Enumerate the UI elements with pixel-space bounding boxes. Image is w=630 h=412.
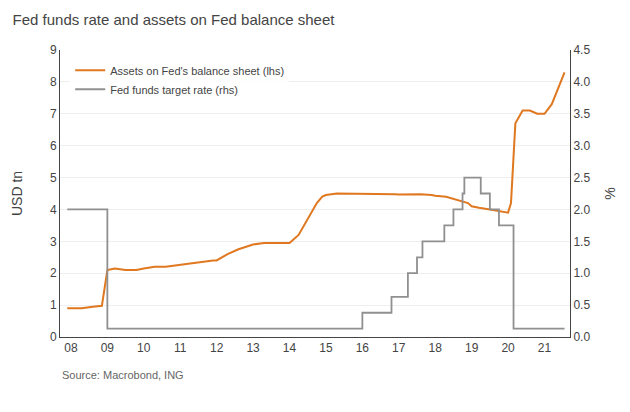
svg-text:17: 17	[392, 341, 406, 355]
svg-text:09: 09	[101, 341, 115, 355]
svg-text:%: %	[602, 187, 618, 199]
svg-text:4.0: 4.0	[573, 75, 590, 89]
svg-text:0.5: 0.5	[573, 298, 590, 312]
svg-text:USD tn: USD tn	[9, 171, 25, 216]
svg-text:1.0: 1.0	[573, 266, 590, 280]
svg-text:3: 3	[50, 235, 57, 249]
svg-text:0.0: 0.0	[573, 330, 590, 344]
svg-text:8: 8	[50, 75, 57, 89]
svg-text:4: 4	[50, 203, 57, 217]
svg-text:15: 15	[319, 341, 333, 355]
svg-text:11: 11	[174, 341, 187, 355]
svg-text:2.5: 2.5	[573, 171, 590, 185]
svg-text:3.0: 3.0	[573, 139, 590, 153]
svg-text:2: 2	[50, 266, 57, 280]
svg-text:1.5: 1.5	[573, 235, 590, 249]
svg-text:Fed funds rate and assets on F: Fed funds rate and assets on Fed balance…	[13, 11, 336, 28]
svg-text:18: 18	[429, 341, 443, 355]
svg-text:3.5: 3.5	[573, 107, 590, 121]
svg-text:2.0: 2.0	[573, 203, 590, 217]
svg-text:14: 14	[283, 341, 297, 355]
svg-text:9: 9	[50, 43, 57, 57]
svg-text:20: 20	[501, 341, 515, 355]
svg-text:21: 21	[538, 341, 552, 355]
svg-text:Assets on Fed's balance sheet: Assets on Fed's balance sheet (lhs)	[110, 65, 284, 77]
svg-text:Source: Macrobond, ING: Source: Macrobond, ING	[62, 369, 184, 381]
svg-text:19: 19	[465, 341, 479, 355]
svg-text:12: 12	[210, 341, 224, 355]
svg-text:1: 1	[50, 298, 57, 312]
svg-text:4.5: 4.5	[573, 43, 590, 57]
svg-text:6: 6	[50, 139, 57, 153]
svg-text:13: 13	[246, 341, 260, 355]
svg-text:10: 10	[137, 341, 151, 355]
svg-text:7: 7	[50, 107, 57, 121]
svg-text:0: 0	[50, 330, 57, 344]
svg-text:5: 5	[50, 171, 57, 185]
svg-text:16: 16	[356, 341, 370, 355]
svg-text:Fed funds target rate (rhs): Fed funds target rate (rhs)	[110, 84, 238, 96]
svg-text:08: 08	[64, 341, 78, 355]
